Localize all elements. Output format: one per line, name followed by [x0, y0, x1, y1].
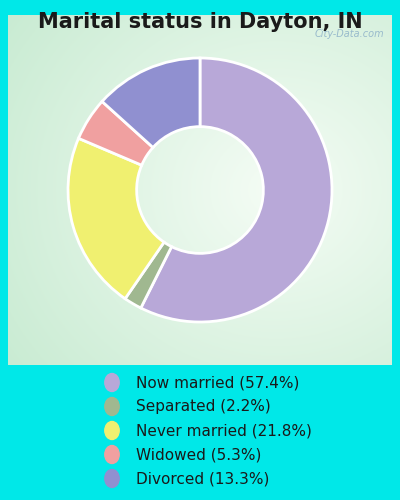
Wedge shape [102, 58, 200, 148]
Wedge shape [125, 242, 172, 308]
Wedge shape [141, 58, 332, 322]
Text: City-Data.com: City-Data.com [315, 29, 384, 39]
Text: Separated (2.2%): Separated (2.2%) [136, 399, 271, 414]
Text: Now married (57.4%): Now married (57.4%) [136, 375, 299, 390]
Text: Marital status in Dayton, IN: Marital status in Dayton, IN [38, 12, 362, 32]
Wedge shape [68, 138, 164, 298]
Text: Divorced (13.3%): Divorced (13.3%) [136, 471, 269, 486]
Text: Widowed (5.3%): Widowed (5.3%) [136, 447, 261, 462]
Wedge shape [78, 102, 153, 165]
Text: Never married (21.8%): Never married (21.8%) [136, 423, 312, 438]
